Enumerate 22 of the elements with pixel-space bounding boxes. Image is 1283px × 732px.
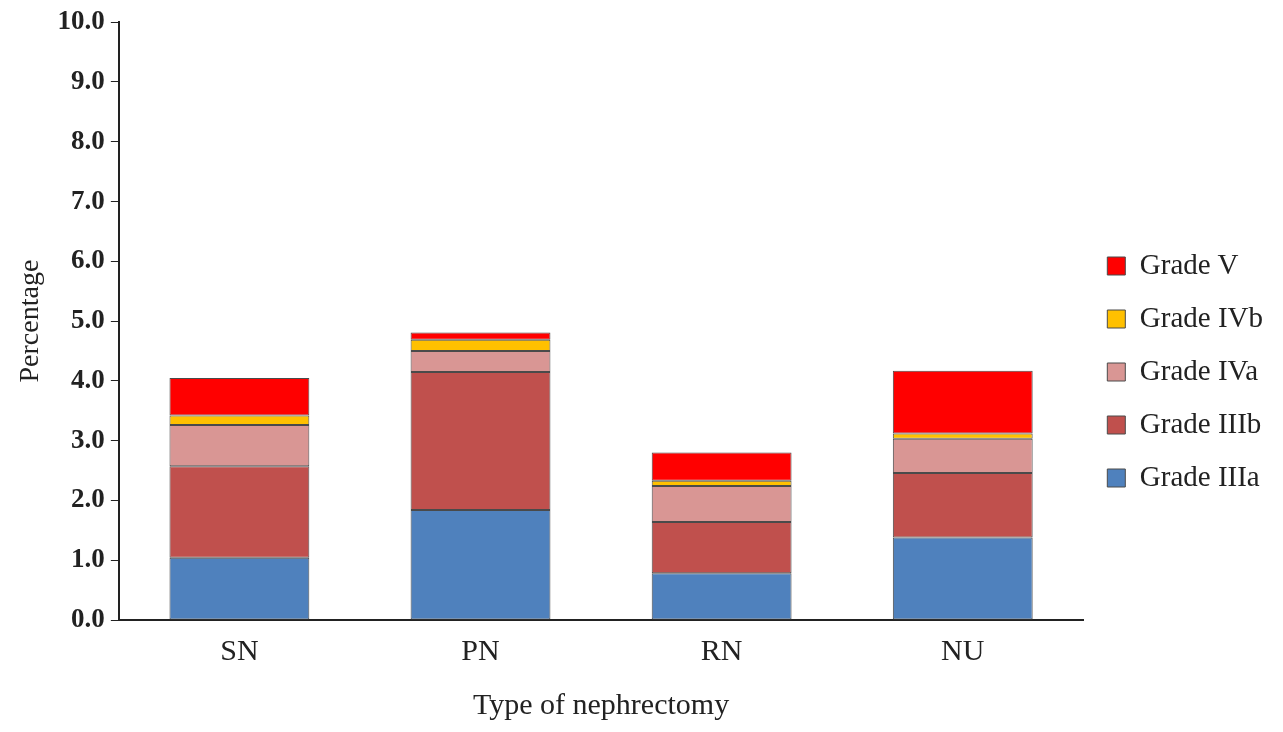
legend-label: Grade IIIb [1139, 406, 1262, 439]
y-tick-label: 7.0 [71, 184, 105, 215]
y-axis-title: Percentage [13, 259, 45, 383]
x-tick-label: SN [220, 632, 259, 666]
legend-label: Grade IVb [1139, 300, 1264, 333]
y-tick-label: 1.0 [71, 543, 105, 574]
y-tick-label: 4.0 [71, 363, 105, 394]
x-tick-label: NU [941, 632, 985, 666]
legend-label: Grade IIIa [1139, 459, 1260, 492]
y-tick-label: 5.0 [71, 304, 105, 335]
y-tick-label: 3.0 [71, 423, 105, 454]
y-tick-label: 2.0 [71, 483, 105, 514]
legend-label: Grade V [1139, 247, 1239, 280]
x-tick-label: PN [461, 632, 500, 666]
legend-label: Grade IVa [1139, 353, 1259, 386]
y-tick-label: 0.0 [71, 602, 105, 633]
x-tick-label: RN [700, 632, 743, 666]
y-tick-label: 10.0 [57, 5, 105, 36]
y-tick-label: 6.0 [71, 244, 105, 275]
x-axis-title: Type of nephrectomy [473, 686, 730, 720]
y-tick-label: 9.0 [71, 64, 105, 95]
y-tick-label: 8.0 [71, 124, 105, 155]
